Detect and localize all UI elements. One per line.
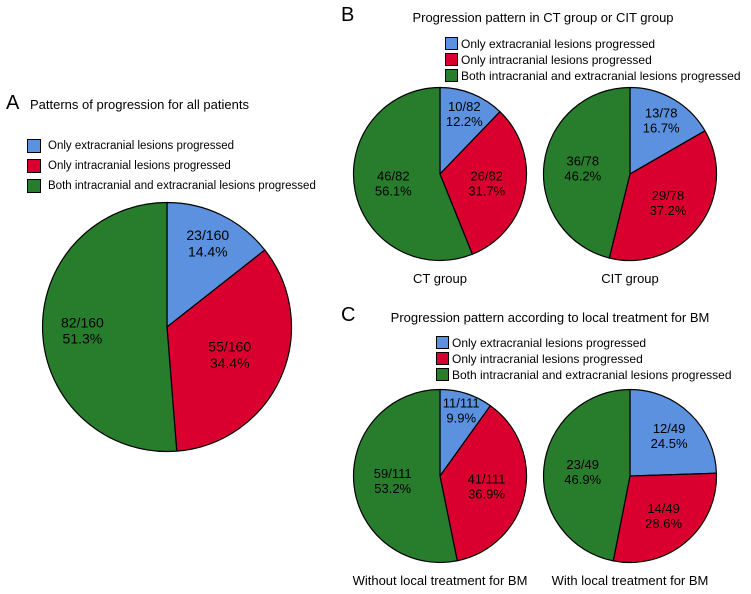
panel-b-letter: B: [341, 4, 355, 26]
slice-label: 13/78 16.7%: [643, 106, 680, 136]
caption-cit-group: CIT group: [601, 271, 659, 286]
caption-with-local-treatment: With local treatment for BM: [551, 573, 709, 588]
slice-label: 41/111 36.9%: [468, 471, 506, 501]
slice-label: 29/78 37.2%: [650, 188, 687, 218]
legend-swatch-red: [436, 352, 449, 365]
legend-item-intracranial: Only intracranial lesions progressed: [436, 351, 732, 366]
pie-slice-red: [608, 130, 718, 262]
slice-label: 26/82 31.7%: [468, 169, 505, 199]
legend-label: Both intracranial and extracranial lesio…: [452, 367, 732, 382]
legend-item-extracranial: Only extracranial lesions progressed: [445, 36, 741, 51]
caption-ct-group: CT group: [413, 271, 467, 286]
slice-label: 12/49 24.5%: [651, 421, 688, 451]
slice-label: 59/111 53.2%: [374, 466, 412, 496]
pie-chart-all-patients: 23/160 14.4% 55/160 34.4% 82/160 51.3%: [41, 201, 293, 453]
legend-label: Only extracranial lesions progressed: [48, 140, 235, 152]
panel-c-letter: C: [341, 304, 356, 326]
legend-label: Only extracranial lesions progressed: [461, 36, 656, 51]
legend-swatch-red: [27, 159, 41, 173]
panel-b-legend: Only extracranial lesions progressed Onl…: [445, 37, 741, 85]
pie-chart-without-local-treatment: 11/111 9.9% 41/111 36.9% 59/111 53.2%: [352, 388, 528, 564]
legend-item-both: Both intracranial and extracranial lesio…: [27, 179, 316, 193]
legend-item-intracranial: Only intracranial lesions progressed: [445, 52, 741, 67]
panel-b-title: Progression pattern in CT group or CIT g…: [412, 10, 674, 25]
pie-slice-red: [439, 405, 528, 562]
caption-without-local-treatment: Without local treatment for BM: [352, 573, 528, 588]
legend-swatch-green: [445, 69, 458, 82]
slice-label: 11/111 9.9%: [443, 396, 480, 426]
slice-label: 10/82 12.2%: [446, 99, 483, 129]
legend-swatch-green: [436, 368, 449, 381]
legend-swatch-blue: [27, 139, 41, 153]
legend-item-extracranial: Only extracranial lesions progressed: [436, 335, 732, 350]
legend-label: Both intracranial and extracranial lesio…: [48, 180, 316, 192]
legend-label: Both intracranial and extracranial lesio…: [461, 68, 741, 83]
pie-slice-green: [352, 388, 458, 564]
legend-swatch-blue: [436, 336, 449, 349]
pie-chart-cit-group: 13/78 16.7% 29/78 37.2% 36/78 46.2%: [542, 86, 718, 262]
pie-slice-blue: [629, 388, 718, 477]
slice-label: 36/78 46.2%: [564, 154, 601, 184]
slice-label: 14/49 28.6%: [645, 501, 682, 531]
legend-item-extracranial: Only extracranial lesions progressed: [27, 139, 316, 153]
pie-slice-blue: [629, 86, 706, 175]
panel-a-legend: Only extracranial lesions progressed Onl…: [27, 139, 316, 199]
legend-item-intracranial: Only intracranial lesions progressed: [27, 159, 316, 173]
pie-slice-red: [612, 472, 718, 564]
legend-label: Only extracranial lesions progressed: [452, 335, 647, 350]
panel-a-title: Patterns of progression for all patients: [30, 97, 249, 112]
legend-label: Only intracranial lesions progressed: [452, 351, 643, 366]
pie-chart-ct-group: 10/82 12.2% 26/82 31.7% 46/82 56.1%: [352, 86, 528, 262]
pie-slice-blue: [439, 86, 501, 175]
pie-slice-blue: [166, 201, 266, 328]
slice-label: 55/160 34.4%: [208, 339, 251, 371]
pie-slice-green: [352, 86, 473, 262]
pie-chart-with-local-treatment: 12/49 24.5% 14/49 28.6% 23/49 46.9%: [542, 388, 718, 564]
pie-slice-red: [439, 111, 528, 255]
legend-label: Only intracranial lesions progressed: [461, 52, 652, 67]
panel-c-legend: Only extracranial lesions progressed Onl…: [436, 336, 732, 384]
pie-slice-green: [542, 388, 631, 562]
slice-label: 23/160 14.4%: [186, 227, 229, 259]
panel-c-title: Progression pattern according to local t…: [390, 310, 710, 325]
legend-swatch-green: [27, 179, 41, 193]
legend-swatch-red: [445, 53, 458, 66]
legend-swatch-blue: [445, 37, 458, 50]
panel-a-letter: A: [6, 92, 20, 114]
pie-slice-red: [166, 249, 293, 452]
pie-slice-green: [42, 201, 178, 453]
pie-slice-green: [542, 86, 631, 259]
legend-label: Only intracranial lesions progressed: [48, 160, 231, 172]
legend-item-both: Both intracranial and extracranial lesio…: [436, 367, 732, 382]
slice-label: 23/49 46.9%: [564, 457, 601, 487]
slice-label: 82/160 51.3%: [61, 315, 104, 347]
slice-label: 46/82 56.1%: [375, 169, 412, 199]
legend-item-both: Both intracranial and extracranial lesio…: [445, 68, 741, 83]
